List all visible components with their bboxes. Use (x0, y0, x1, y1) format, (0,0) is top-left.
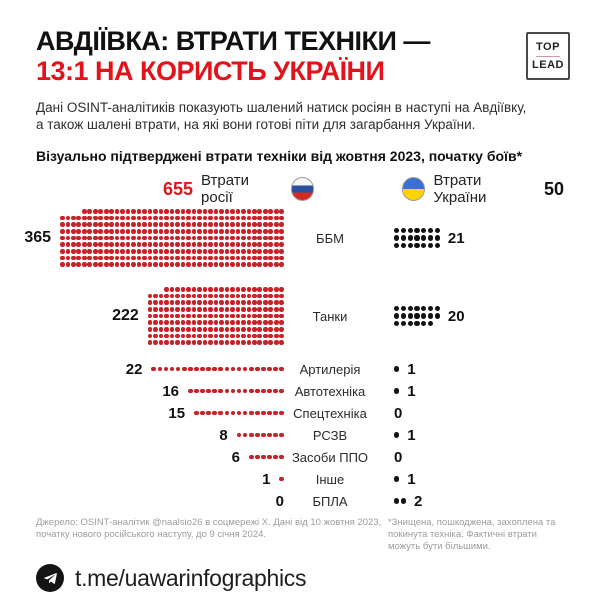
ukraine-value: 20 (447, 307, 465, 325)
legend-ukraine: Втрати України 50 (401, 172, 564, 206)
category-label: Танки (312, 308, 348, 324)
legend-russia-total: 655 (163, 178, 194, 199)
ukraine-cell: 20 (376, 305, 465, 327)
legend-russia-label: Втрати росії (201, 172, 250, 206)
russia-value: 15 (168, 404, 186, 422)
telegram-icon (36, 564, 64, 592)
ukraine-flag-icon (401, 177, 426, 201)
russia-value: 1 (262, 470, 271, 488)
intro-line1: Дані OSINT-аналітиків показують шалений … (36, 100, 527, 115)
ukraine-value: 1 (407, 470, 416, 488)
source-note: Джерело: OSINT-аналітик @naalsio26 в соц… (36, 517, 382, 540)
ukraine-dot-grid (394, 227, 440, 249)
toplead-logo: TOP LEAD (526, 32, 570, 80)
ukraine-cell: 1 (376, 383, 416, 400)
ukraine-dot-grid (394, 366, 400, 372)
russia-cell: 365 (24, 208, 284, 268)
ukraine-value: 1 (407, 382, 416, 400)
russia-cell: 8 (36, 427, 284, 444)
ukraine-dot-grid (394, 476, 400, 482)
intro-line2: а також шалені втрати, на які вони готов… (36, 117, 476, 132)
ukraine-cell: 21 (376, 227, 465, 249)
russia-value: 22 (125, 360, 143, 378)
category-label: Засоби ППО (291, 449, 369, 465)
ukraine-value: 21 (447, 229, 465, 247)
legend-ukraine-label: Втрати України (433, 172, 487, 206)
category-label: Артилерія (299, 361, 361, 377)
russia-cell: 15 (36, 405, 284, 422)
category-label: Спецтехніка (293, 405, 367, 421)
legend-russia: 655 Втрати росії (163, 172, 314, 206)
russia-value: 365 (24, 229, 52, 246)
russia-cell: 6 (36, 449, 284, 466)
chart-subtitle: Візуально підтверджені втрати техніки ві… (36, 148, 523, 164)
russia-dot-grid (236, 432, 284, 438)
russia-dot-grid (194, 410, 284, 416)
russia-cell: 0 (36, 493, 284, 510)
chart-row: 222 Танки 20 (36, 286, 564, 346)
russia-value: 6 (231, 448, 240, 466)
chart-row: 22 Артилерія 1 (36, 358, 564, 380)
ukraine-cell: 1 (376, 361, 416, 378)
russia-dot-grid (188, 388, 284, 394)
chart-rows: 365 ББМ 21 222 Танки 20 22 Артилерія 1 16 Автотехн… (24, 208, 564, 512)
russia-cell: 22 (36, 361, 284, 378)
chart-row: 0 БПЛА 2 (36, 490, 564, 512)
chart-row: 1 Інше 1 (36, 468, 564, 490)
chart-row: 15 Спецтехніка 0 (36, 402, 564, 424)
category-label: ББМ (316, 230, 344, 246)
page-title-line1: АВДІЇВКА: ВТРАТИ ТЕХНІКИ — (36, 26, 430, 56)
toplead-logo-divider (536, 55, 560, 57)
footer: t.me/uawarinfographics (36, 564, 564, 592)
ukraine-dot-grid (394, 432, 400, 438)
chart-row: 16 Автотехніка 1 (36, 380, 564, 402)
toplead-logo-lead-text: LEAD (532, 58, 564, 71)
toplead-logo-top-text: TOP (536, 40, 560, 53)
asterisk-note: *Знищена, пошкоджена, захоплена та покин… (388, 517, 556, 552)
russia-dot-grid (60, 208, 284, 268)
chart-legend: 655 Втрати росії Втрати України 50 (36, 172, 564, 206)
category-label: БПЛА (312, 493, 348, 509)
ukraine-value: 2 (413, 492, 423, 510)
category-label: Автотехніка (294, 383, 366, 399)
ukraine-cell: 2 (376, 493, 422, 510)
russia-value: 16 (162, 382, 179, 400)
russia-cell: 16 (36, 383, 284, 400)
ukraine-dot-grid (394, 305, 440, 327)
ukraine-cell: 0 (376, 449, 402, 466)
page-title-line2: 13:1 НА КОРИСТЬ УКРАЇНИ (36, 56, 385, 86)
ukraine-dot-grid (394, 498, 406, 504)
chart-row: 365 ББМ 21 (24, 208, 564, 268)
ukraine-cell: 0 (376, 405, 402, 422)
ukraine-value: 0 (394, 448, 403, 466)
ukraine-value: 1 (407, 360, 416, 378)
legend-ukraine-total: 50 (543, 178, 564, 199)
russia-cell: 222 (36, 286, 284, 346)
russia-value: 8 (219, 426, 228, 444)
russia-value: 0 (275, 492, 284, 510)
ukraine-value: 0 (394, 404, 403, 422)
ukraine-cell: 1 (376, 427, 416, 444)
russia-dot-grid (147, 286, 284, 346)
russia-dot-grid (151, 366, 284, 372)
russia-cell: 1 (36, 471, 284, 488)
chart-row: 6 Засоби ППО 0 (36, 446, 564, 468)
russia-dot-grid (248, 454, 284, 460)
category-label: РСЗВ (312, 427, 348, 443)
footnotes: Джерело: OSINT-аналітик @naalsio26 в соц… (36, 517, 564, 553)
ukraine-dot-grid (394, 388, 400, 394)
russia-dot-grid (279, 476, 284, 482)
russia-flag-icon (290, 177, 314, 201)
ukraine-cell: 1 (376, 471, 416, 488)
ukraine-value: 1 (407, 426, 416, 444)
telegram-link[interactable]: t.me/uawarinfographics (75, 564, 307, 591)
category-label: Інше (315, 471, 345, 487)
russia-value: 222 (112, 307, 139, 324)
chart-row: 8 РСЗВ 1 (36, 424, 564, 446)
intro-text: Дані OSINT-аналітиків показують шалений … (36, 99, 564, 133)
